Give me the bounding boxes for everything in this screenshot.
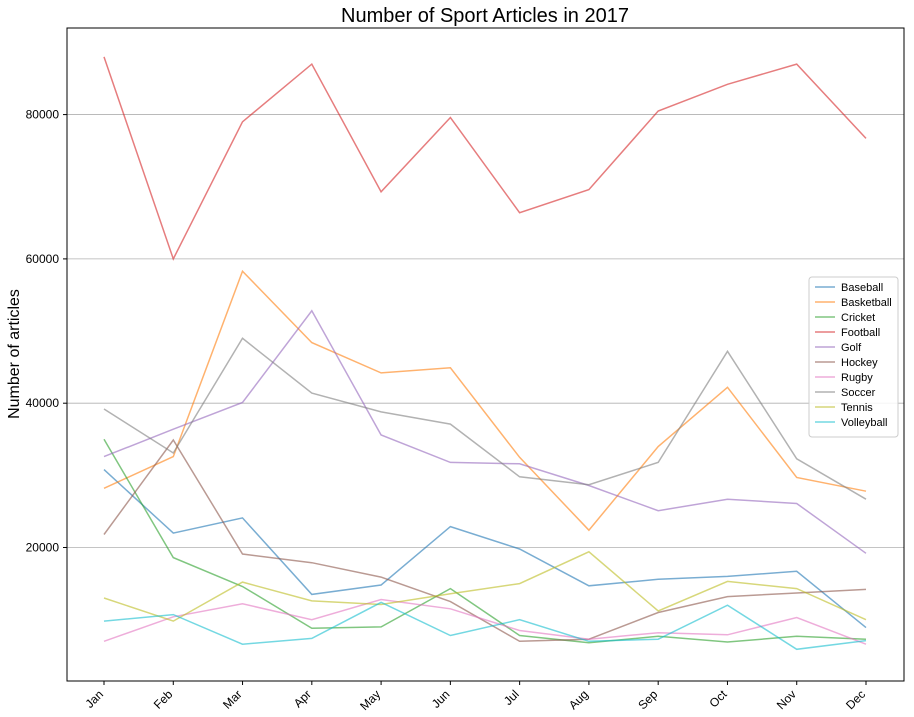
legend-label-cricket: Cricket	[841, 312, 875, 324]
legend: Baseball Basketball Cricket Football Golf Hoc…	[808, 276, 899, 438]
legend-label-hockey: Hockey	[841, 357, 878, 369]
x-tick-label: Oct	[706, 687, 730, 711]
chart-title: Number of Sport Articles in 2017	[341, 5, 629, 27]
y-tick-label: 60000	[26, 252, 60, 266]
y-axis: 20000 40000 60000 80000	[26, 108, 67, 555]
legend-label-basketball: Basketball	[841, 297, 892, 309]
series-line-football	[103, 56, 867, 261]
x-tick-label: Dec	[843, 687, 868, 712]
series-line-soccer	[103, 337, 867, 500]
y-tick-label: 20000	[26, 541, 60, 555]
series-line-volleyball	[103, 601, 867, 651]
series-lines	[103, 56, 867, 651]
x-tick-label: Feb	[151, 687, 176, 712]
x-tick-label: Jul	[501, 687, 522, 708]
legend-label-rugby: Rugby	[841, 372, 873, 384]
legend-label-baseball: Baseball	[841, 282, 883, 294]
x-tick-label: Nov	[774, 687, 799, 712]
legend-label-tennis: Tennis	[841, 402, 873, 414]
y-tick-label: 80000	[26, 108, 60, 122]
plot-frame	[66, 27, 905, 682]
legend-label-golf: Golf	[841, 342, 862, 354]
gridlines	[67, 114, 904, 548]
x-tick-label: Apr	[291, 687, 314, 710]
legend-label-soccer: Soccer	[841, 387, 876, 399]
series-line-baseball	[103, 469, 867, 629]
x-tick-label: Jan	[83, 687, 107, 711]
series-line-tennis	[103, 550, 867, 622]
series-line-rugby	[103, 598, 867, 645]
legend-label-volleyball: Volleyball	[841, 417, 887, 429]
series-line-basketball	[103, 269, 867, 532]
y-axis-label: Number of articles	[6, 289, 23, 419]
x-tick-label: Mar	[220, 687, 245, 712]
legend-label-football: Football	[841, 327, 880, 339]
x-tick-label: Sep	[635, 687, 660, 712]
series-line-cricket	[103, 438, 867, 644]
series-line-hockey	[103, 438, 867, 643]
x-tick-label: Aug	[566, 687, 591, 712]
x-tick-label: May	[357, 687, 383, 713]
x-axis: Jan Feb Mar Apr May Jun Jul Aug Sep Oct Nov Dec	[83, 681, 868, 713]
y-tick-label: 40000	[26, 396, 60, 410]
series-line-golf	[103, 309, 867, 554]
x-tick-label: Jun	[429, 687, 453, 711]
